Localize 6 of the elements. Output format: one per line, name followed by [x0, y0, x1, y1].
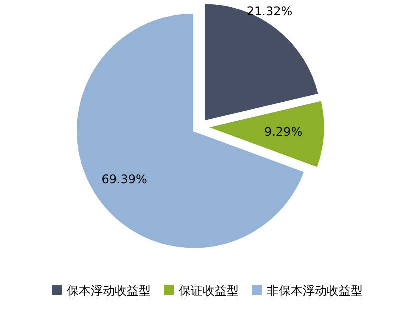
data-label: 9.29%	[264, 125, 303, 140]
legend-label: 保本浮动收益型	[67, 284, 151, 298]
data-label: 21.32%	[246, 4, 293, 19]
data-label: 69.39%	[102, 172, 148, 187]
legend-label: 非保本浮动收益型	[267, 284, 363, 298]
legend-label: 保证收益型	[179, 284, 239, 298]
